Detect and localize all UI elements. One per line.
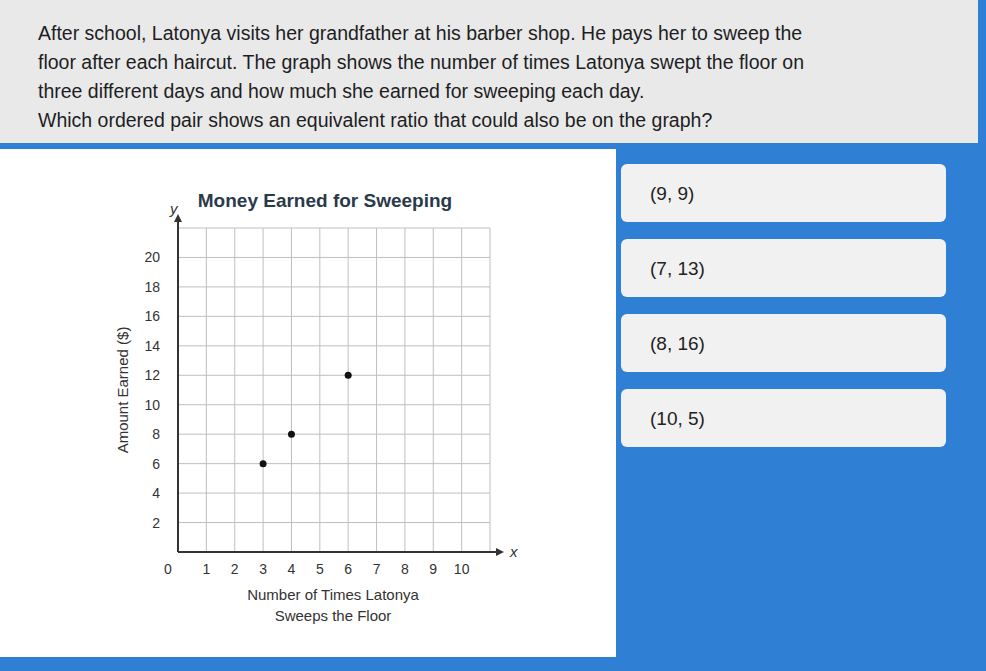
grid-line [178, 522, 490, 523]
y-tick-label: 12 [144, 367, 160, 383]
chart: Money Earned for Sweepingyx0123456789102… [114, 190, 518, 624]
choice-text: (8, 16) [650, 333, 705, 354]
chart-title: Money Earned for Sweeping [198, 190, 452, 211]
question-text: Which ordered pair shows an equivalent r… [38, 109, 712, 131]
choice-button[interactable] [621, 239, 946, 297]
choice-text: (9, 9) [650, 183, 694, 204]
y-tick-label: 2 [152, 515, 160, 531]
frame [178, 228, 490, 229]
grid-line [291, 228, 292, 552]
x-tick-label: 5 [316, 561, 324, 577]
points [260, 372, 352, 467]
x-tick-label: 8 [401, 561, 409, 577]
chart-panel [0, 149, 616, 657]
grid-line [206, 228, 207, 552]
question-text: three different days and how much she ea… [38, 80, 644, 102]
axis-letter: x [509, 543, 518, 560]
y-tick-label: 10 [144, 397, 160, 413]
data-point [288, 431, 295, 438]
choice-text: (10, 5) [650, 408, 705, 429]
frame [490, 228, 491, 552]
y-axis [177, 218, 179, 552]
choice-button[interactable] [621, 314, 946, 372]
y-tick-label: 20 [144, 249, 160, 265]
x-tick-label: 3 [259, 561, 267, 577]
grid-line [461, 228, 462, 552]
grid-line [178, 404, 490, 405]
y-tick-label: 16 [144, 308, 160, 324]
x-tick-label: 9 [429, 561, 437, 577]
grid-line [178, 493, 490, 494]
grid-line [263, 228, 264, 552]
x-axis [178, 551, 498, 553]
grid-line [433, 228, 434, 552]
grid-line [178, 257, 490, 258]
choice-button[interactable] [621, 389, 946, 447]
x-axis-label: Number of Times Latonya [247, 586, 419, 603]
y-tick-label: 6 [152, 456, 160, 472]
y-tick-label: 8 [152, 426, 160, 442]
y-tick-label: 18 [144, 279, 160, 295]
grid-line [234, 228, 235, 552]
grid-line [319, 228, 320, 552]
grid-line [376, 228, 377, 552]
x-tick-label: 7 [373, 561, 381, 577]
x-tick-label: 0 [164, 561, 172, 577]
grid-line [348, 228, 349, 552]
x-tick-label: 10 [454, 561, 470, 577]
data-point [260, 460, 267, 467]
data-point [345, 372, 352, 379]
y-tick-label: 4 [152, 485, 160, 501]
x-tick-label: 6 [344, 561, 352, 577]
grid-line [404, 228, 405, 552]
choice-button[interactable] [621, 164, 946, 222]
axis-letter: y [169, 200, 179, 217]
axis-arrow [496, 548, 504, 556]
x-tick-label: 4 [288, 561, 296, 577]
page: After school, Latonya visits her grandfa… [0, 0, 986, 671]
choice-text: (7, 13) [650, 258, 705, 279]
grid-line [178, 375, 490, 376]
question-card [0, 0, 978, 143]
question-text: After school, Latonya visits her grandfa… [38, 22, 802, 44]
x-tick-label: 2 [231, 561, 239, 577]
grid-line [178, 434, 490, 435]
background [0, 0, 986, 671]
grid-line [178, 286, 490, 287]
y-axis-label: Amount Earned ($) [114, 327, 131, 454]
y-tick-label: 14 [144, 338, 160, 354]
grid-line [178, 345, 490, 346]
question-text: floor after each haircut. The graph show… [38, 51, 804, 73]
x-tick-label: 1 [202, 561, 210, 577]
grid-line [178, 316, 490, 317]
grid-line [178, 463, 490, 464]
x-axis-label: Sweeps the Floor [275, 607, 392, 624]
